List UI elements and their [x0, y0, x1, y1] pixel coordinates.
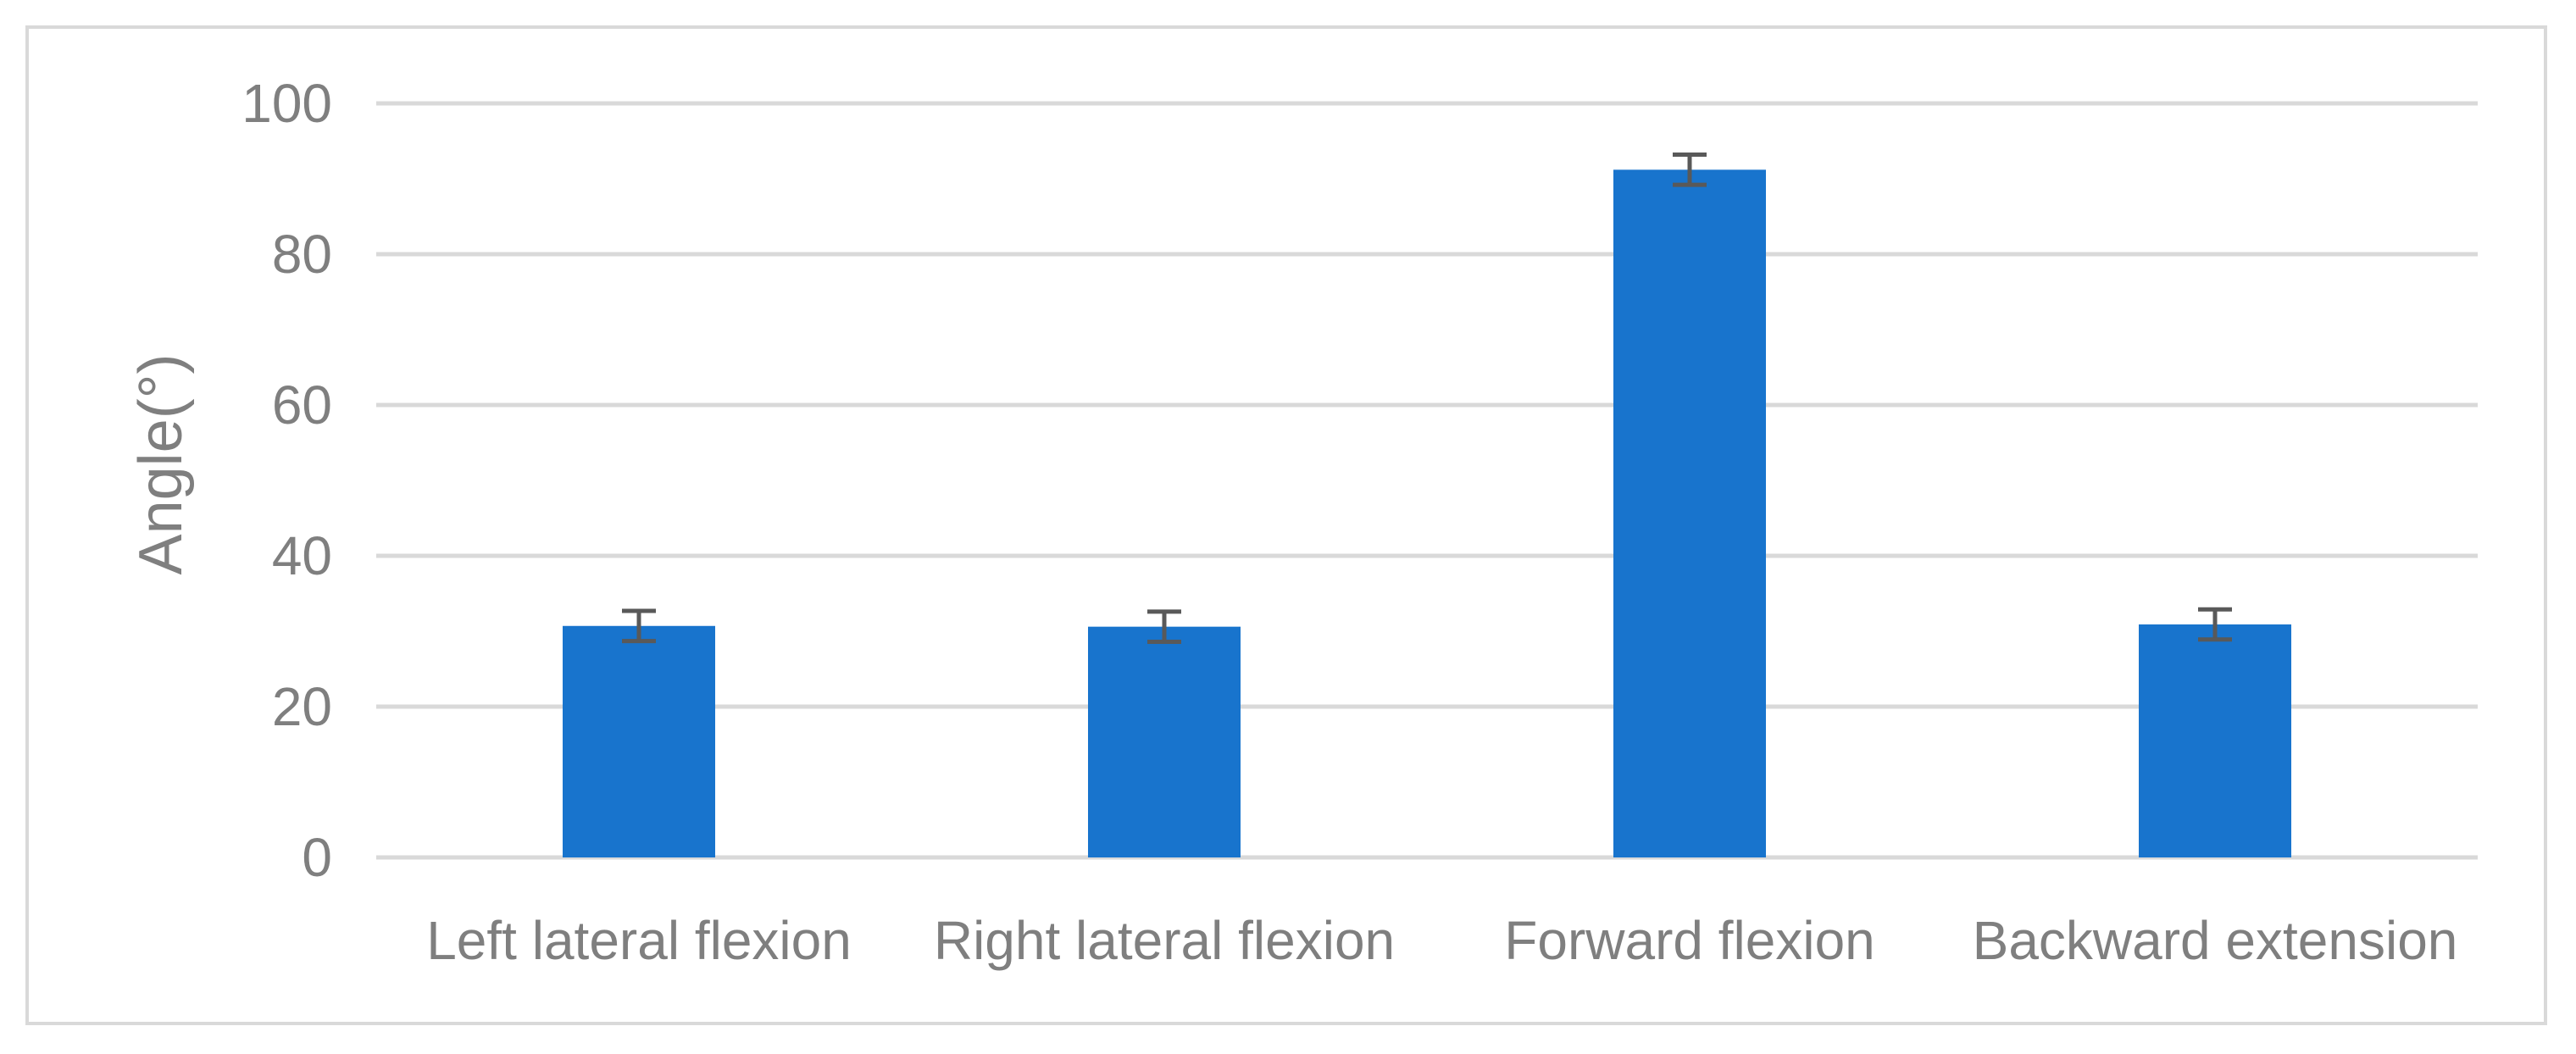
error-bar-2 — [1147, 609, 1181, 644]
bar-2 — [1088, 626, 1241, 857]
y-tick-label-20: 20 — [272, 676, 332, 737]
bar-1 — [563, 625, 715, 857]
y-tick-label-40: 40 — [272, 525, 332, 586]
y-tick-label-0: 0 — [302, 827, 332, 888]
bar-3 — [1613, 169, 1766, 857]
y-axis-title: Angle(°) — [127, 354, 195, 575]
error-bars — [622, 153, 2232, 644]
bar-4 — [2139, 624, 2291, 857]
y-axis-ticks: 0 20 40 60 80 100 — [242, 73, 332, 888]
x-category-label-4: Backward extension — [1973, 910, 2458, 971]
error-bar-4 — [2198, 607, 2232, 642]
x-category-label-1: Left lateral flexion — [426, 910, 852, 971]
error-bar-1 — [622, 608, 656, 644]
y-tick-label-60: 60 — [272, 374, 332, 435]
y-tick-label-100: 100 — [242, 73, 332, 134]
x-axis-labels: Left lateral flexion Right lateral flexio… — [426, 910, 2457, 971]
gridlines — [376, 101, 2478, 860]
bars — [563, 169, 2291, 857]
x-category-label-2: Right lateral flexion — [934, 910, 1395, 971]
error-bar-3 — [1673, 153, 1707, 187]
x-category-label-3: Forward flexion — [1504, 910, 1875, 971]
y-tick-label-80: 80 — [272, 224, 332, 285]
